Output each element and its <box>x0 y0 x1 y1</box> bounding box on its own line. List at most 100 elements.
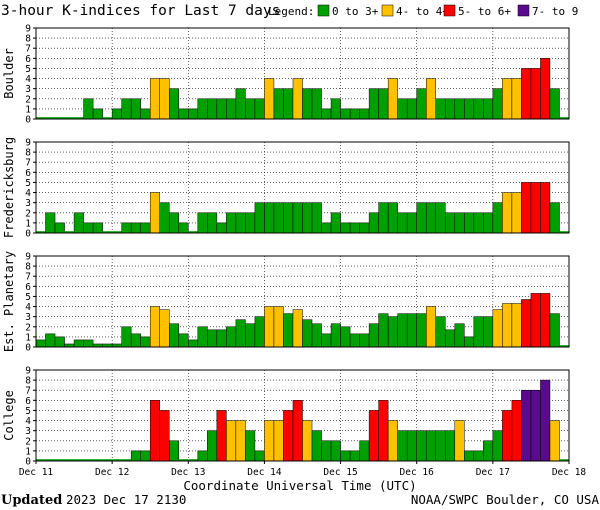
bar <box>330 212 341 234</box>
bar <box>273 420 284 462</box>
bar <box>216 410 227 462</box>
bar <box>159 309 170 348</box>
bar <box>226 420 237 462</box>
y-tick-label: 4 <box>25 188 31 199</box>
bar <box>340 450 351 462</box>
panel-name: Est. Planetary <box>2 251 16 352</box>
bar <box>435 316 446 348</box>
bar <box>55 459 65 461</box>
bar <box>130 333 141 348</box>
bar <box>178 333 189 348</box>
y-tick-label: 0 <box>25 229 31 240</box>
legend: Legend: 0 to 3+ 4- to 4+ 5- to 6+ 7- to 9 <box>268 4 578 18</box>
bar <box>359 440 370 462</box>
bar <box>140 450 151 462</box>
bar <box>102 231 113 233</box>
y-tick-label: 6 <box>25 282 31 293</box>
bar <box>235 88 246 120</box>
bar <box>292 309 303 348</box>
panel-frame <box>35 27 570 120</box>
bar <box>235 212 246 234</box>
bar <box>112 231 122 233</box>
bar <box>149 400 160 462</box>
y-tick-label: 5 <box>25 64 31 75</box>
y-tick-label: 9 <box>25 366 31 377</box>
bar <box>435 202 446 234</box>
y-tick-label: 2 <box>25 322 31 333</box>
bar <box>559 117 569 119</box>
bar <box>159 202 170 234</box>
bar <box>121 459 132 461</box>
bar <box>425 430 437 462</box>
panel-name: Boulder <box>2 48 16 99</box>
bar <box>169 440 180 462</box>
bar <box>149 78 160 120</box>
bar <box>169 212 180 234</box>
y-tick-label: 2 <box>25 208 31 219</box>
legend-entry-3: 7- to 9 <box>532 5 578 18</box>
bar <box>540 182 551 234</box>
bar <box>397 313 408 348</box>
chart-title: 3-hour K-indices for Last 7 days <box>1 3 280 19</box>
bar <box>540 293 551 348</box>
bar <box>283 202 294 234</box>
bar <box>121 326 132 348</box>
bar <box>207 212 218 234</box>
bar <box>321 440 332 462</box>
bar <box>54 336 65 348</box>
bar <box>511 78 522 120</box>
bar <box>254 450 265 462</box>
bar <box>188 459 198 461</box>
bar <box>321 222 332 234</box>
y-tick-label: 7 <box>25 158 31 169</box>
y-tick-label: 4 <box>25 302 31 313</box>
x-tick-label: Dec 12 <box>95 467 129 478</box>
bar <box>36 459 46 461</box>
bar <box>216 98 227 120</box>
bar <box>368 88 379 120</box>
bar <box>511 192 522 234</box>
bar <box>292 202 303 234</box>
bar <box>35 339 46 348</box>
bar <box>178 459 189 461</box>
bar <box>311 323 322 348</box>
bar <box>197 98 208 120</box>
y-tick-label: 5 <box>25 178 31 189</box>
bar <box>349 222 360 234</box>
panel-name: College <box>2 390 16 441</box>
bar <box>378 400 389 462</box>
bar <box>207 98 218 120</box>
panel-frame <box>35 141 570 234</box>
bar <box>273 202 284 234</box>
bar <box>207 329 218 348</box>
y-tick-label: 3 <box>25 198 31 209</box>
bar <box>36 117 46 119</box>
bar <box>83 459 94 461</box>
x-tick-label: Dec 14 <box>247 467 282 478</box>
bar <box>359 108 370 120</box>
bar <box>387 202 398 234</box>
bar <box>254 316 265 348</box>
x-tick-labels: Dec 11 Dec 12 Dec 13 Dec 14 Dec 15 Dec 16 Dec … <box>19 461 586 478</box>
bar <box>406 98 417 120</box>
bar <box>397 212 408 234</box>
y-tick-label: 4 <box>25 74 31 85</box>
legend-label: Legend: <box>268 5 314 18</box>
bar <box>483 98 494 120</box>
bar <box>492 88 503 120</box>
bar <box>92 222 103 234</box>
bar <box>283 410 294 462</box>
bar <box>473 450 484 462</box>
bar <box>349 108 360 120</box>
y-tick-label: 4 <box>25 416 31 427</box>
bar <box>492 430 503 462</box>
bar <box>140 108 151 120</box>
bar <box>273 306 284 348</box>
bar <box>45 117 56 119</box>
panels: 0123456789Boulder0123456789Fredericksbur… <box>2 24 570 468</box>
y-tick-label: 9 <box>25 24 31 35</box>
bar <box>159 410 170 462</box>
